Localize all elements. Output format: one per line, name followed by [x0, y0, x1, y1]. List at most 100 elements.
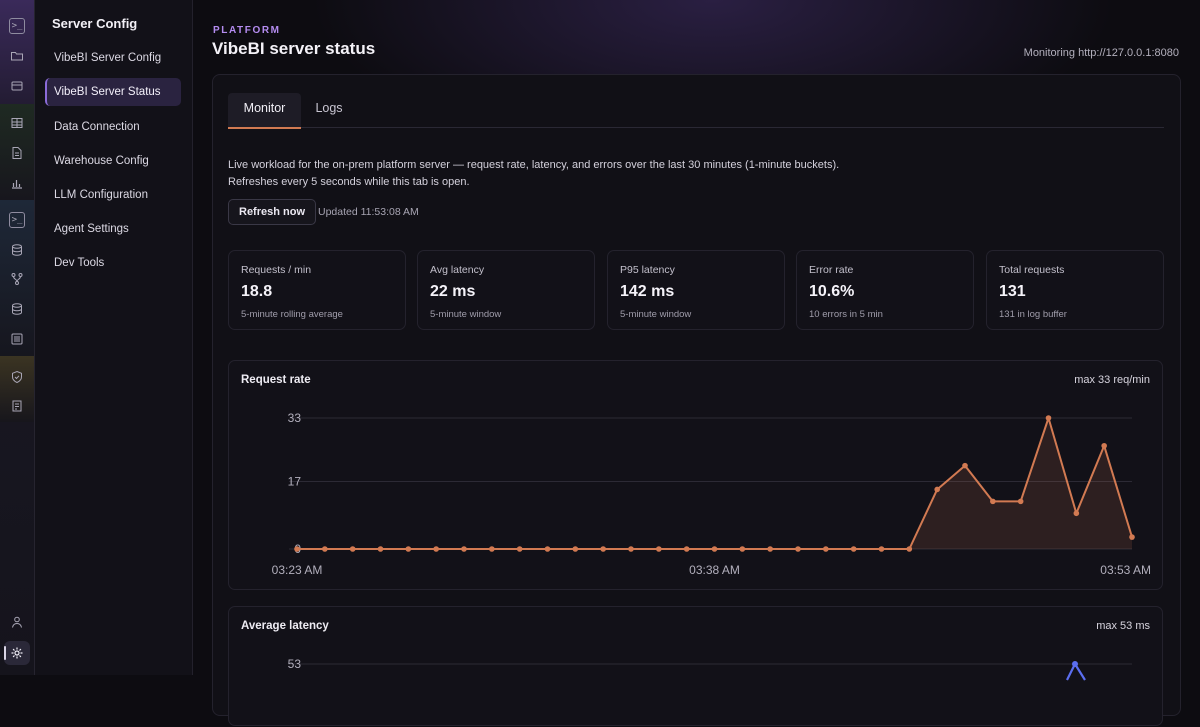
stat-subtext: 10 errors in 5 min	[809, 309, 883, 320]
stat-subtext: 5-minute window	[620, 309, 692, 320]
stat-label: P95 latency	[620, 264, 675, 276]
data-point	[990, 498, 996, 505]
data-point	[433, 546, 439, 552]
user-icon[interactable]	[9, 614, 25, 630]
y-tick-label: 17	[288, 475, 302, 489]
terminal-icon[interactable]: >_	[9, 212, 25, 228]
data-point	[850, 546, 857, 552]
avg-latency-chart: 53	[288, 657, 1132, 681]
rail-active-indicator	[4, 646, 6, 660]
data-point	[1017, 498, 1024, 505]
stat-subtext: 5-minute window	[430, 309, 502, 320]
data-point	[795, 546, 801, 552]
sidebar-item-warehouse-config[interactable]: Warehouse Config	[54, 155, 149, 167]
stat-value: 142 ms	[620, 283, 675, 300]
stat-card-error-rate: Error rate 10.6% 10 errors in 5 min	[796, 250, 974, 330]
page-kicker: PLATFORM	[213, 25, 281, 36]
data-point	[294, 546, 300, 552]
page-title: VibeBI server status	[212, 39, 376, 58]
folder-icon[interactable]	[9, 48, 25, 64]
shield-icon[interactable]	[9, 369, 25, 385]
terminal-icon[interactable]: >_	[9, 18, 25, 34]
data-point	[962, 462, 968, 469]
data-point	[711, 546, 718, 552]
table-icon[interactable]	[9, 115, 25, 131]
data-point	[516, 546, 523, 552]
stat-label: Requests / min	[241, 264, 312, 276]
data-point	[405, 546, 412, 552]
updated-timestamp: Updated 11:53:08 AM	[318, 206, 419, 218]
stat-subtext: 5-minute rolling average	[241, 309, 343, 320]
gear-icon[interactable]	[9, 645, 25, 661]
refresh-now-button[interactable]: Refresh now	[228, 199, 317, 225]
y-tick-label: 33	[288, 411, 302, 425]
data-point	[767, 546, 773, 552]
git-branch-icon[interactable]	[9, 271, 25, 287]
x-tick-label: 03:38 AM	[689, 563, 740, 577]
data-point	[628, 546, 634, 552]
data-point	[934, 486, 940, 493]
data-point	[878, 546, 885, 552]
data-point	[461, 546, 467, 552]
stat-card-avg-latency: Avg latency 22 ms 5-minute window	[417, 250, 595, 330]
data-point	[823, 546, 829, 552]
chart-max-label: max 33 req/min	[1074, 374, 1150, 386]
stat-label: Avg latency	[430, 264, 485, 276]
data-point	[1101, 442, 1107, 449]
stat-card-p95-latency: P95 latency 142 ms 5-minute window	[607, 250, 785, 330]
data-point	[377, 546, 384, 552]
database-icon[interactable]	[9, 301, 25, 317]
data-point	[322, 546, 328, 552]
chart-title: Average latency	[241, 620, 329, 632]
stat-value: 18.8	[241, 283, 273, 300]
avg-latency-chart-card: 53 Average latency max 53 ms	[228, 606, 1163, 726]
list-icon[interactable]	[9, 331, 25, 347]
sidebar-item-data-connection[interactable]: Data Connection	[54, 121, 140, 133]
tab-monitor[interactable]: Monitor	[228, 93, 301, 129]
stat-value: 22 ms	[430, 283, 476, 300]
stat-label: Error rate	[809, 264, 854, 276]
archive-icon[interactable]	[9, 78, 25, 94]
data-point	[906, 546, 913, 552]
data-point	[683, 546, 690, 552]
status-panel: Monitor Logs Live workload for the on-pr…	[212, 74, 1181, 726]
sidebar-title: Server Config	[52, 16, 138, 31]
data-point	[1045, 415, 1052, 421]
x-tick-label: 03:53 AM	[1100, 563, 1151, 577]
sidebar-item-dev-tools[interactable]: Dev Tools	[54, 257, 105, 269]
stat-value: 131	[999, 283, 1026, 300]
data-point	[544, 546, 551, 552]
x-tick-label: 03:23 AM	[272, 563, 323, 577]
icon-rail: >_ >_	[0, 0, 35, 675]
bar-chart-icon[interactable]	[9, 175, 25, 191]
stat-card-total-requests: Total requests 131 131 in log buffer	[986, 250, 1164, 330]
tab-bar: Monitor Logs	[228, 93, 1164, 129]
data-point	[349, 546, 356, 552]
sidebar-item-llm-configuration[interactable]: LLM Configuration	[54, 189, 148, 201]
tab-logs[interactable]: Logs	[315, 101, 343, 115]
data-point	[1073, 510, 1080, 517]
stat-label: Total requests	[999, 264, 1065, 276]
data-point	[572, 546, 579, 552]
chart-title: Request rate	[241, 374, 311, 386]
database-icon[interactable]	[9, 242, 25, 258]
data-point	[739, 546, 746, 552]
data-point	[1072, 661, 1078, 667]
sidebar-item-vibebi-server-status[interactable]: VibeBI Server Status	[45, 78, 181, 106]
document-icon[interactable]	[9, 145, 25, 161]
notebook-icon[interactable]	[9, 398, 25, 414]
monitor-description: Live workload for the on-prem platform s…	[228, 159, 840, 188]
sidebar-item-agent-settings[interactable]: Agent Settings	[54, 223, 129, 235]
sidebar-item-vibebi-server-config[interactable]: VibeBI Server Config	[54, 52, 162, 64]
data-point	[489, 546, 495, 552]
rail-active-highlight	[4, 641, 30, 665]
data-point	[1129, 534, 1135, 540]
series-area	[297, 418, 1132, 549]
stat-value: 10.6%	[809, 283, 855, 300]
stat-subtext: 131 in log buffer	[999, 309, 1067, 320]
settings-sidebar: Server Config VibeBI Server Config VibeB…	[35, 0, 193, 675]
y-tick-label: 53	[288, 657, 302, 671]
main-content: PLATFORM VibeBI server status Monitoring…	[193, 0, 1200, 726]
